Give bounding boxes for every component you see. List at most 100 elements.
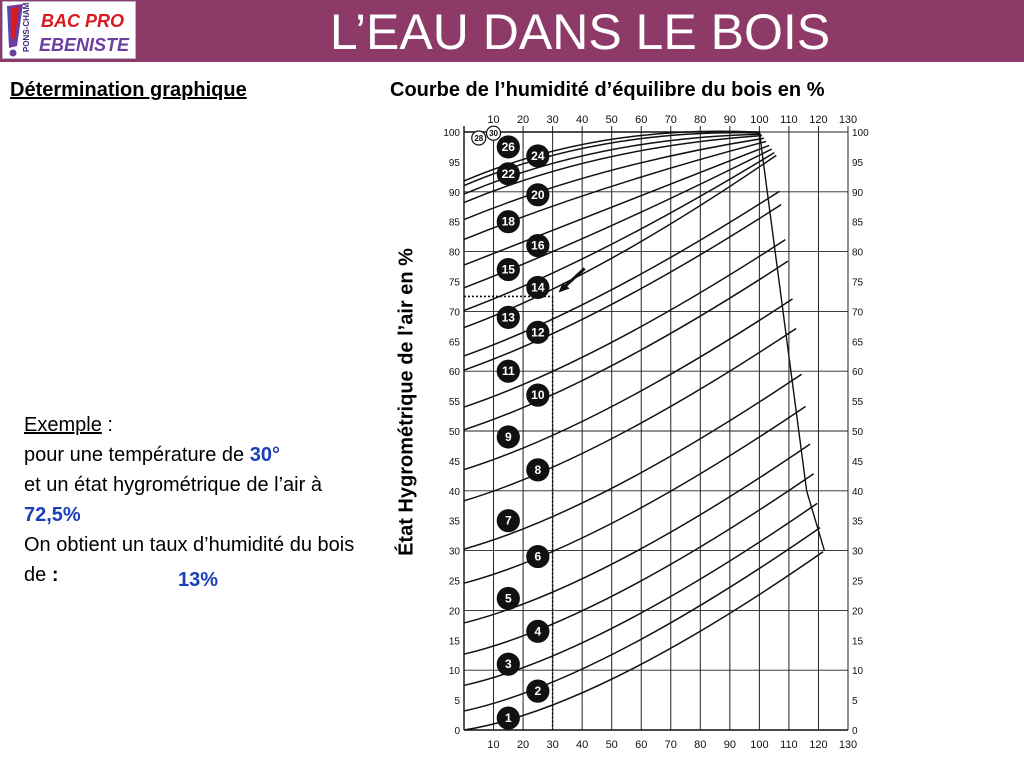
curve-label-badge	[526, 144, 550, 168]
curve-label-text: 22	[502, 167, 516, 181]
curve-label-text: 12	[531, 325, 545, 339]
x-tick-label-bottom: 30	[546, 739, 558, 751]
curve-label-badge	[496, 425, 520, 449]
logo-line1: BAC PRO	[41, 11, 124, 31]
x-tick-label-top: 60	[635, 115, 647, 126]
slide-title: L’EAU DANS LE BOIS	[329, 4, 831, 60]
curve-label-badge	[471, 130, 487, 146]
bac-pro-logo: PONS-CHAMPS BAC PRO EBENISTE !	[2, 0, 136, 59]
y-tick-label-left: 85	[449, 218, 461, 229]
example-colon: :	[101, 414, 113, 436]
y-tick-label-left: 100	[443, 128, 460, 139]
y-tick-label-left: 25	[449, 577, 461, 588]
example-label: Exemple	[24, 414, 102, 436]
x-tick-label-bottom: 130	[839, 739, 857, 751]
curve-label-text: 18	[502, 215, 516, 229]
curve-label-badge	[496, 162, 520, 186]
y-tick-label-right: 50	[852, 427, 864, 438]
y-tick-label-left: 10	[449, 666, 461, 677]
moisture-curve-1	[463, 551, 824, 731]
example-line1: pour une température de	[24, 444, 250, 466]
x-tick-label-bottom: 50	[606, 739, 618, 751]
moisture-curve-15	[463, 151, 775, 312]
curve-label-text: 14	[531, 280, 545, 294]
curve-label-badge	[496, 257, 520, 282]
curve-label-text: 30	[489, 129, 498, 138]
x-tick-label-top: 100	[750, 115, 768, 126]
example-temperature: 30°	[249, 444, 280, 466]
curve-label-badge	[496, 135, 520, 159]
curve-label-badge	[496, 210, 520, 234]
example-answer: 13%	[178, 569, 219, 591]
y-tick-label-left: 30	[449, 547, 461, 558]
y-tick-label-right: 100	[852, 128, 869, 139]
curve-label-badge	[526, 458, 550, 482]
x-tick-label-top: 10	[487, 115, 499, 126]
y-tick-label-right: 90	[852, 188, 864, 199]
example-line3: On obtient un taux d’humidité du bois de	[24, 534, 355, 586]
y-tick-label-left: 80	[449, 248, 461, 259]
example-arrow-head	[558, 282, 570, 293]
x-tick-label-top: 80	[694, 115, 706, 126]
x-tick-label-top: 130	[839, 115, 857, 126]
y-tick-label-right: 35	[852, 517, 864, 528]
y-tick-label-left: 65	[449, 337, 461, 348]
x-tick-label-bottom: 60	[635, 739, 647, 751]
x-tick-label-top: 70	[665, 115, 677, 126]
y-tick-label-right: 20	[852, 606, 864, 617]
curve-label-text: 15	[502, 263, 516, 277]
curve-label-badge	[526, 275, 550, 300]
curve-label-badge	[526, 679, 550, 703]
x-tick-label-top: 110	[780, 115, 798, 126]
y-tick-label-left: 75	[449, 278, 461, 289]
y-tick-label-right: 5	[852, 696, 858, 707]
y-tick-label-left: 70	[449, 307, 461, 318]
moisture-curve-7	[463, 373, 803, 550]
curve-label-text: 9	[505, 430, 512, 444]
moisture-curve-22	[463, 137, 765, 221]
header-bar	[0, 0, 1024, 62]
curve-label-text: 1	[505, 711, 512, 725]
moisture-curve-24	[463, 134, 763, 204]
moisture-curve-6	[463, 405, 806, 584]
curve-label-text: 16	[531, 239, 545, 253]
y-tick-label-right: 95	[852, 158, 864, 169]
y-tick-label-left: 45	[449, 457, 461, 468]
x-tick-label-top: 40	[576, 115, 588, 126]
curve-label-text: 28	[474, 134, 483, 143]
x-tick-label-top: 120	[809, 115, 827, 126]
curve-label-text: 20	[531, 188, 545, 202]
y-tick-label-left: 35	[449, 517, 461, 528]
y-tick-label-right: 80	[852, 248, 864, 259]
saturation-boundary	[464, 131, 826, 551]
curve-label-badge	[526, 183, 550, 207]
x-tick-label-top: 50	[606, 115, 618, 126]
y-tick-label-right: 75	[852, 278, 864, 289]
moisture-curve-18	[463, 144, 770, 266]
example-line2: et un état hygrométrique de l’air à	[24, 474, 322, 496]
moisture-curve-12	[463, 204, 782, 371]
x-tick-label-bottom: 10	[487, 739, 499, 751]
curve-label-badge	[526, 544, 550, 569]
y-axis-title: État Hygrométrique de l’air en %	[395, 248, 418, 556]
left-heading: Détermination graphique	[10, 79, 247, 101]
logo-line2: EBENISTE	[39, 35, 130, 55]
y-tick-label-right: 70	[852, 307, 864, 318]
y-tick-label-left: 60	[449, 367, 461, 378]
moisture-curve-9	[463, 298, 793, 471]
moisture-curve-5	[463, 443, 811, 624]
y-tick-label-left: 50	[449, 427, 461, 438]
curve-label-text: 4	[535, 624, 542, 638]
x-tick-label-bottom: 90	[724, 739, 736, 751]
example-text: Exemple : pour une température de 30° et…	[24, 410, 374, 590]
curve-label-text: 24	[531, 149, 545, 163]
y-tick-label-right: 0	[852, 726, 858, 737]
curve-label-badge	[496, 305, 520, 329]
curve-label-text: 3	[505, 657, 512, 671]
x-tick-label-bottom: 80	[694, 739, 706, 751]
y-tick-label-right: 40	[852, 487, 864, 498]
y-tick-label-right: 65	[852, 337, 864, 348]
curve-label-badge	[526, 383, 550, 407]
x-tick-label-bottom: 120	[809, 739, 827, 751]
example-colon2: :	[51, 564, 59, 586]
